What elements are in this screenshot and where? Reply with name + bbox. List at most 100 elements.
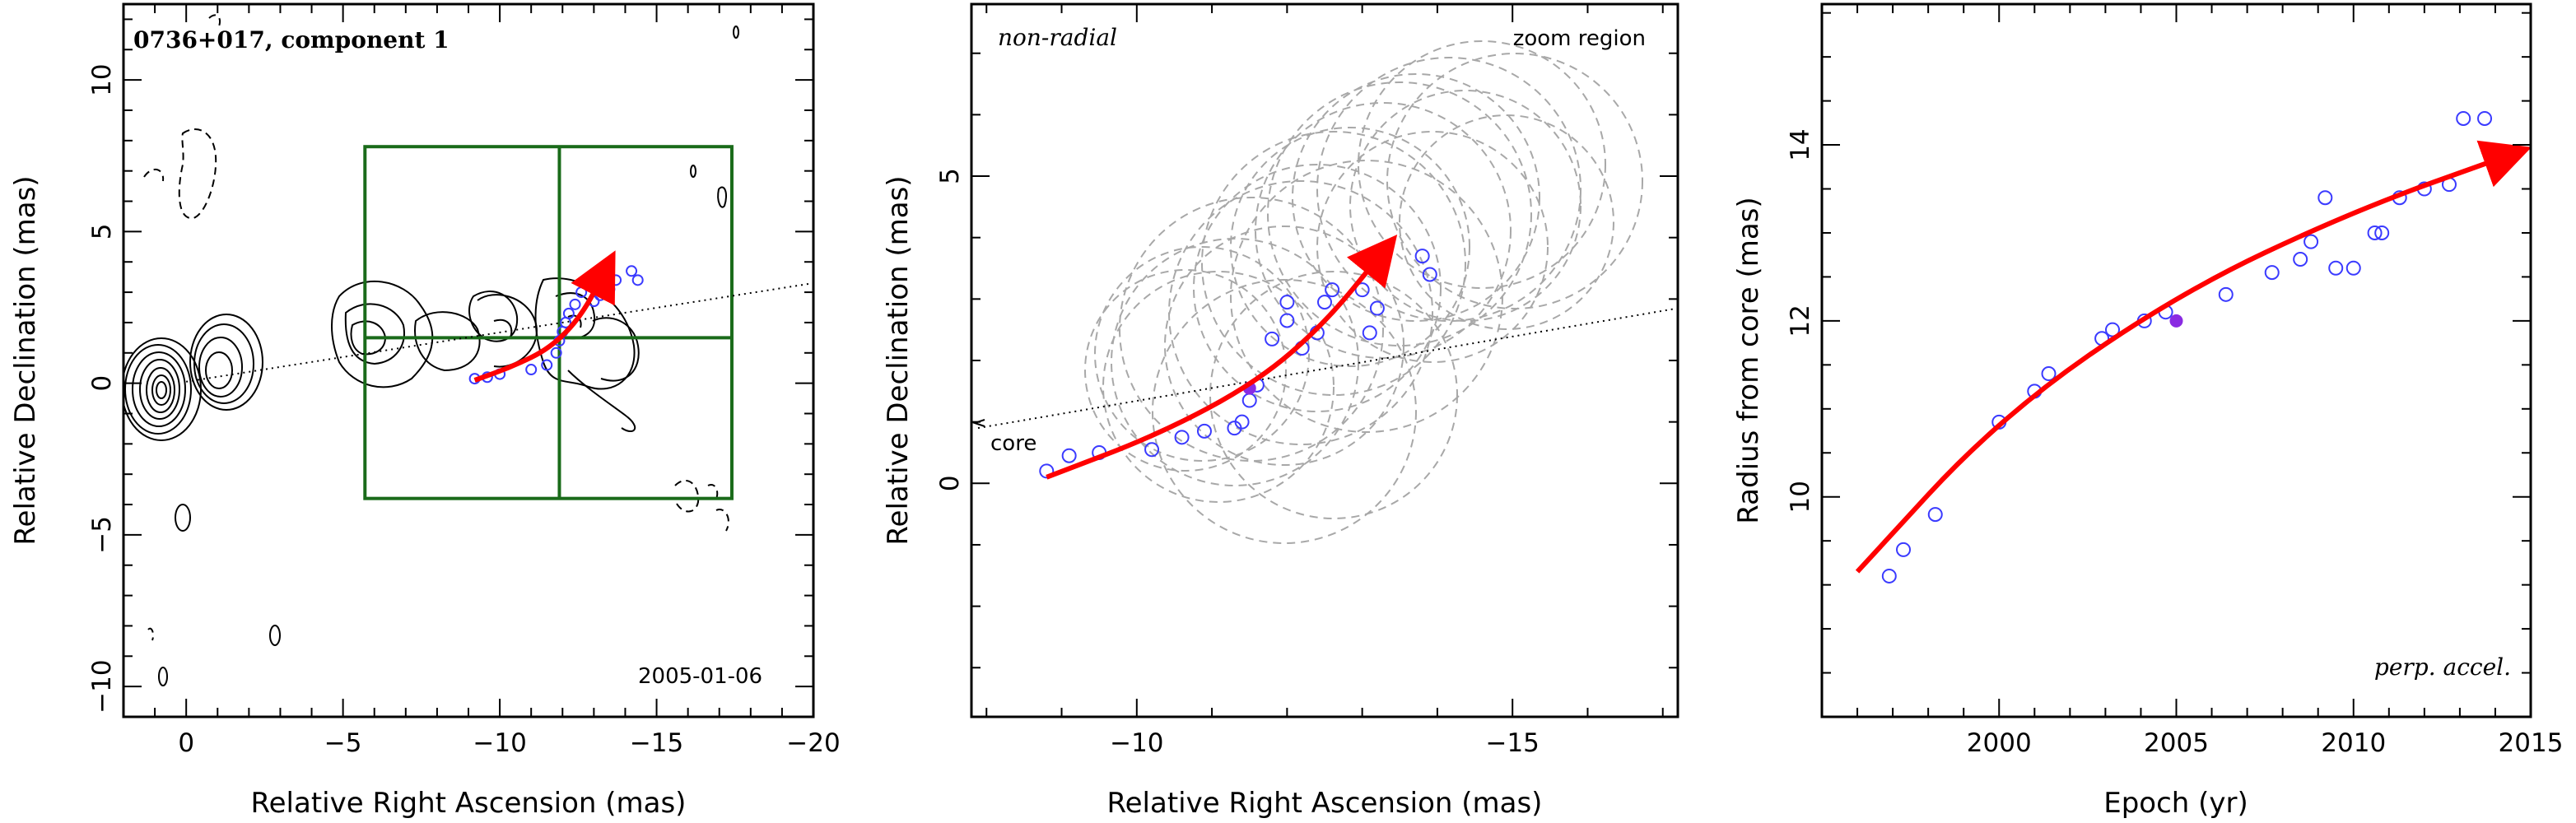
jet-axis-line	[977, 307, 1679, 430]
x-axis-title: Relative Right Ascension (mas)	[1107, 787, 1543, 820]
zoom-box	[363, 145, 734, 500]
data-point	[2367, 225, 2383, 240]
y-tick-label: 0	[87, 375, 117, 392]
x-tick-label: 2005	[2144, 728, 2209, 758]
trajectory-arrow	[473, 250, 616, 383]
data-point	[2456, 110, 2471, 126]
data-point	[525, 364, 538, 376]
x-tick-label: 2010	[2321, 728, 2386, 758]
data-point	[1061, 448, 1077, 463]
panel-zoom: −10 −15 0 5 non-radial zoom region core Rel…	[882, 2, 1679, 820]
data-point	[2374, 225, 2390, 240]
panel-radius-vs-epoch: 2000 2005 2010 2015 10 12 14 perp. accel. Epoc…	[1732, 2, 2563, 820]
data-point	[1279, 313, 1295, 328]
panel-label-zoom-region: zoom region	[1513, 26, 1646, 51]
fit-curve-arrow	[1855, 140, 2532, 574]
data-point	[1362, 325, 1377, 341]
trajectory-arrow	[1046, 234, 1398, 480]
x-tick-label: 0	[178, 728, 194, 758]
x-tick-label: −10	[1110, 728, 1163, 758]
data-point	[541, 359, 553, 371]
plot-frame	[1820, 2, 2532, 718]
data-point	[1174, 430, 1190, 445]
y-tick-label: 12	[1786, 305, 1815, 337]
core-contours	[123, 314, 263, 441]
data-point	[2317, 190, 2333, 206]
data-point	[1279, 295, 1295, 310]
data-point	[1241, 393, 1257, 408]
data-point	[1927, 507, 1943, 523]
data-point	[550, 346, 562, 359]
x-tick-label: −5	[324, 728, 362, 758]
date-label: 2005-01-06	[638, 664, 762, 689]
data-point	[1144, 442, 1160, 458]
x-axis-title: Epoch (yr)	[2103, 787, 2248, 820]
x-tick-label: −20	[786, 728, 840, 758]
chart-title: 0736+017, component 1	[133, 26, 450, 53]
y-tick-label: 0	[935, 475, 965, 491]
y-tick-label: 10	[87, 63, 117, 95]
data-point	[1369, 300, 1385, 316]
data-point	[2477, 110, 2493, 126]
plot-frame	[122, 2, 815, 718]
jet-contours	[331, 277, 640, 432]
data-point	[2041, 366, 2057, 382]
y-tick-label: 10	[1786, 481, 1815, 513]
data-point	[1881, 568, 1897, 584]
x-axis-title: Relative Right Ascension (mas)	[251, 787, 687, 820]
data-point	[1422, 267, 1437, 282]
y-tick-label: −10	[87, 659, 117, 713]
x-tick-label: −15	[1485, 728, 1539, 758]
x-tick-label: 2015	[2499, 728, 2564, 758]
negative-contours	[143, 14, 729, 641]
data-point	[1196, 423, 1212, 439]
perp-accel-label: perp. accel.	[2374, 653, 2511, 681]
zoom-rectangle	[363, 145, 734, 500]
panel-contour-map: 0 −5 −10 −15 −20 −10 −5 0 5 10 0736+017, componen…	[9, 2, 841, 820]
data-point	[569, 298, 581, 310]
beam-circles	[1084, 40, 1643, 544]
data-point	[2264, 265, 2280, 281]
y-tick-label: 5	[935, 168, 965, 184]
x-tick-label: −15	[630, 728, 683, 758]
jet-axis-line	[186, 282, 814, 383]
x-tick-label: −10	[473, 728, 526, 758]
data-point	[2303, 234, 2319, 249]
y-axis-title: Radius from core (mas)	[1732, 197, 1765, 523]
data-point	[562, 307, 575, 319]
plot-frame	[970, 2, 1679, 718]
data-point	[631, 274, 644, 286]
reference-point	[2169, 314, 2183, 328]
axis-ticks: 0 −5 −10 −15 −20 −10 −5 0 5 10	[87, 4, 841, 758]
data-point	[1039, 463, 1055, 479]
data-point	[2105, 322, 2121, 337]
data-point	[2293, 252, 2308, 267]
data-point	[2345, 260, 2361, 276]
y-tick-label: 5	[87, 224, 117, 240]
isolated-contours	[158, 26, 739, 686]
data-point	[626, 265, 638, 277]
axis-ticks: 2000 2005 2010 2015 10 12 14	[1786, 4, 2563, 758]
panel-label-non-radial: non-radial	[998, 24, 1117, 51]
x-tick-label: 2000	[1967, 728, 2032, 758]
axis-ticks: −10 −15 0 5	[935, 4, 1678, 758]
data-point	[2218, 286, 2234, 302]
data-point	[1317, 295, 1332, 310]
y-tick-label: 14	[1786, 128, 1815, 160]
data-point	[1265, 331, 1280, 346]
y-axis-title: Relative Declination (mas)	[9, 175, 42, 545]
y-tick-label: −5	[87, 516, 117, 554]
core-direction-arrow	[971, 419, 985, 427]
data-point	[603, 283, 616, 295]
data-point	[1896, 542, 1912, 557]
data-point	[1414, 249, 1430, 264]
data-point	[1325, 282, 1340, 298]
core-label: core	[990, 431, 1036, 456]
contour-layer	[123, 14, 739, 686]
radius-series	[1881, 110, 2493, 584]
y-axis-title: Relative Declination (mas)	[882, 175, 915, 545]
data-point	[2328, 260, 2344, 276]
data-point	[1234, 414, 1250, 430]
data-point	[610, 274, 622, 286]
